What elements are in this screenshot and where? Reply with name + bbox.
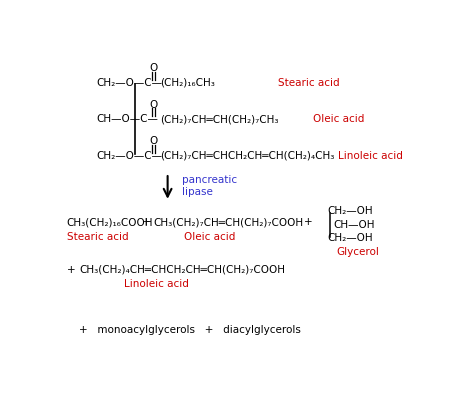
Text: O: O [149, 63, 158, 73]
Text: +: + [142, 218, 151, 227]
Text: CH₃(CH₂)₁₆COOH: CH₃(CH₂)₁₆COOH [66, 218, 153, 227]
Text: O: O [149, 136, 158, 146]
Text: CH—OH: CH—OH [333, 220, 374, 229]
Text: Linoleic acid: Linoleic acid [338, 151, 403, 161]
Text: +: + [303, 218, 312, 227]
Text: CH—O—C—: CH—O—C— [96, 114, 158, 124]
Text: Oleic acid: Oleic acid [313, 114, 364, 124]
Text: +   monoacylglycerols   +   diacylglycerols: + monoacylglycerols + diacylglycerols [80, 325, 301, 335]
Text: CH₂—OH: CH₂—OH [328, 206, 373, 216]
Text: Stearic acid: Stearic acid [278, 78, 339, 88]
Text: (CH₂)₇CH═CHCH₂CH═CH(CH₂)₄CH₃: (CH₂)₇CH═CHCH₂CH═CH(CH₂)₄CH₃ [160, 151, 335, 161]
Text: pancreatic
lipase: pancreatic lipase [182, 175, 237, 197]
Text: CH₂—O—C—: CH₂—O—C— [96, 151, 162, 161]
Text: Glycerol: Glycerol [337, 247, 380, 257]
Text: CH₂—OH: CH₂—OH [328, 233, 373, 243]
Text: Linoleic acid: Linoleic acid [124, 279, 188, 289]
Text: Stearic acid: Stearic acid [66, 232, 128, 241]
Text: +: + [66, 265, 75, 275]
Text: O: O [149, 100, 158, 110]
Text: (CH₂)₁₆CH₃: (CH₂)₁₆CH₃ [160, 78, 215, 88]
Text: CH₃(CH₂)₇CH═CH(CH₂)₇COOH: CH₃(CH₂)₇CH═CH(CH₂)₇COOH [153, 218, 303, 227]
Text: (CH₂)₇CH═CH(CH₂)₇CH₃: (CH₂)₇CH═CH(CH₂)₇CH₃ [160, 114, 279, 124]
Text: Oleic acid: Oleic acid [184, 232, 236, 241]
Text: CH₃(CH₂)₄CH═CHCH₂CH═CH(CH₂)₇COOH: CH₃(CH₂)₄CH═CHCH₂CH═CH(CH₂)₇COOH [80, 265, 285, 275]
Text: CH₂—O—C—: CH₂—O—C— [96, 78, 162, 88]
